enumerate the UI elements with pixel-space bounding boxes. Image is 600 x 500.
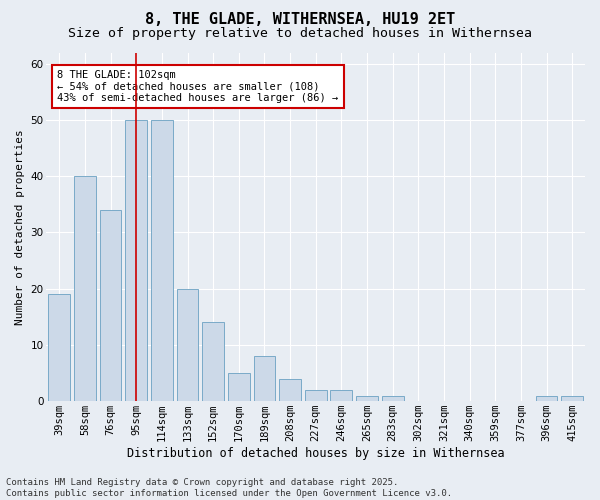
Bar (382, 396, 404, 401)
Bar (305, 390, 326, 401)
Bar (151, 120, 173, 401)
Text: Size of property relative to detached houses in Withernsea: Size of property relative to detached ho… (68, 28, 532, 40)
Text: 8 THE GLADE: 102sqm
← 54% of detached houses are smaller (108)
43% of semi-detac: 8 THE GLADE: 102sqm ← 54% of detached ho… (57, 70, 338, 103)
Bar (228, 373, 250, 401)
Bar (254, 356, 275, 401)
Bar (331, 390, 352, 401)
Bar (279, 378, 301, 401)
Bar (536, 396, 557, 401)
Text: 8, THE GLADE, WITHERNSEA, HU19 2ET: 8, THE GLADE, WITHERNSEA, HU19 2ET (145, 12, 455, 28)
Text: Contains HM Land Registry data © Crown copyright and database right 2025.
Contai: Contains HM Land Registry data © Crown c… (6, 478, 452, 498)
Bar (561, 396, 583, 401)
Bar (202, 322, 224, 401)
Bar (74, 176, 96, 401)
Y-axis label: Number of detached properties: Number of detached properties (15, 129, 25, 324)
Bar (356, 396, 378, 401)
Bar (100, 210, 121, 401)
Bar (176, 288, 199, 401)
Bar (49, 294, 70, 401)
Bar (125, 120, 147, 401)
X-axis label: Distribution of detached houses by size in Withernsea: Distribution of detached houses by size … (127, 447, 505, 460)
